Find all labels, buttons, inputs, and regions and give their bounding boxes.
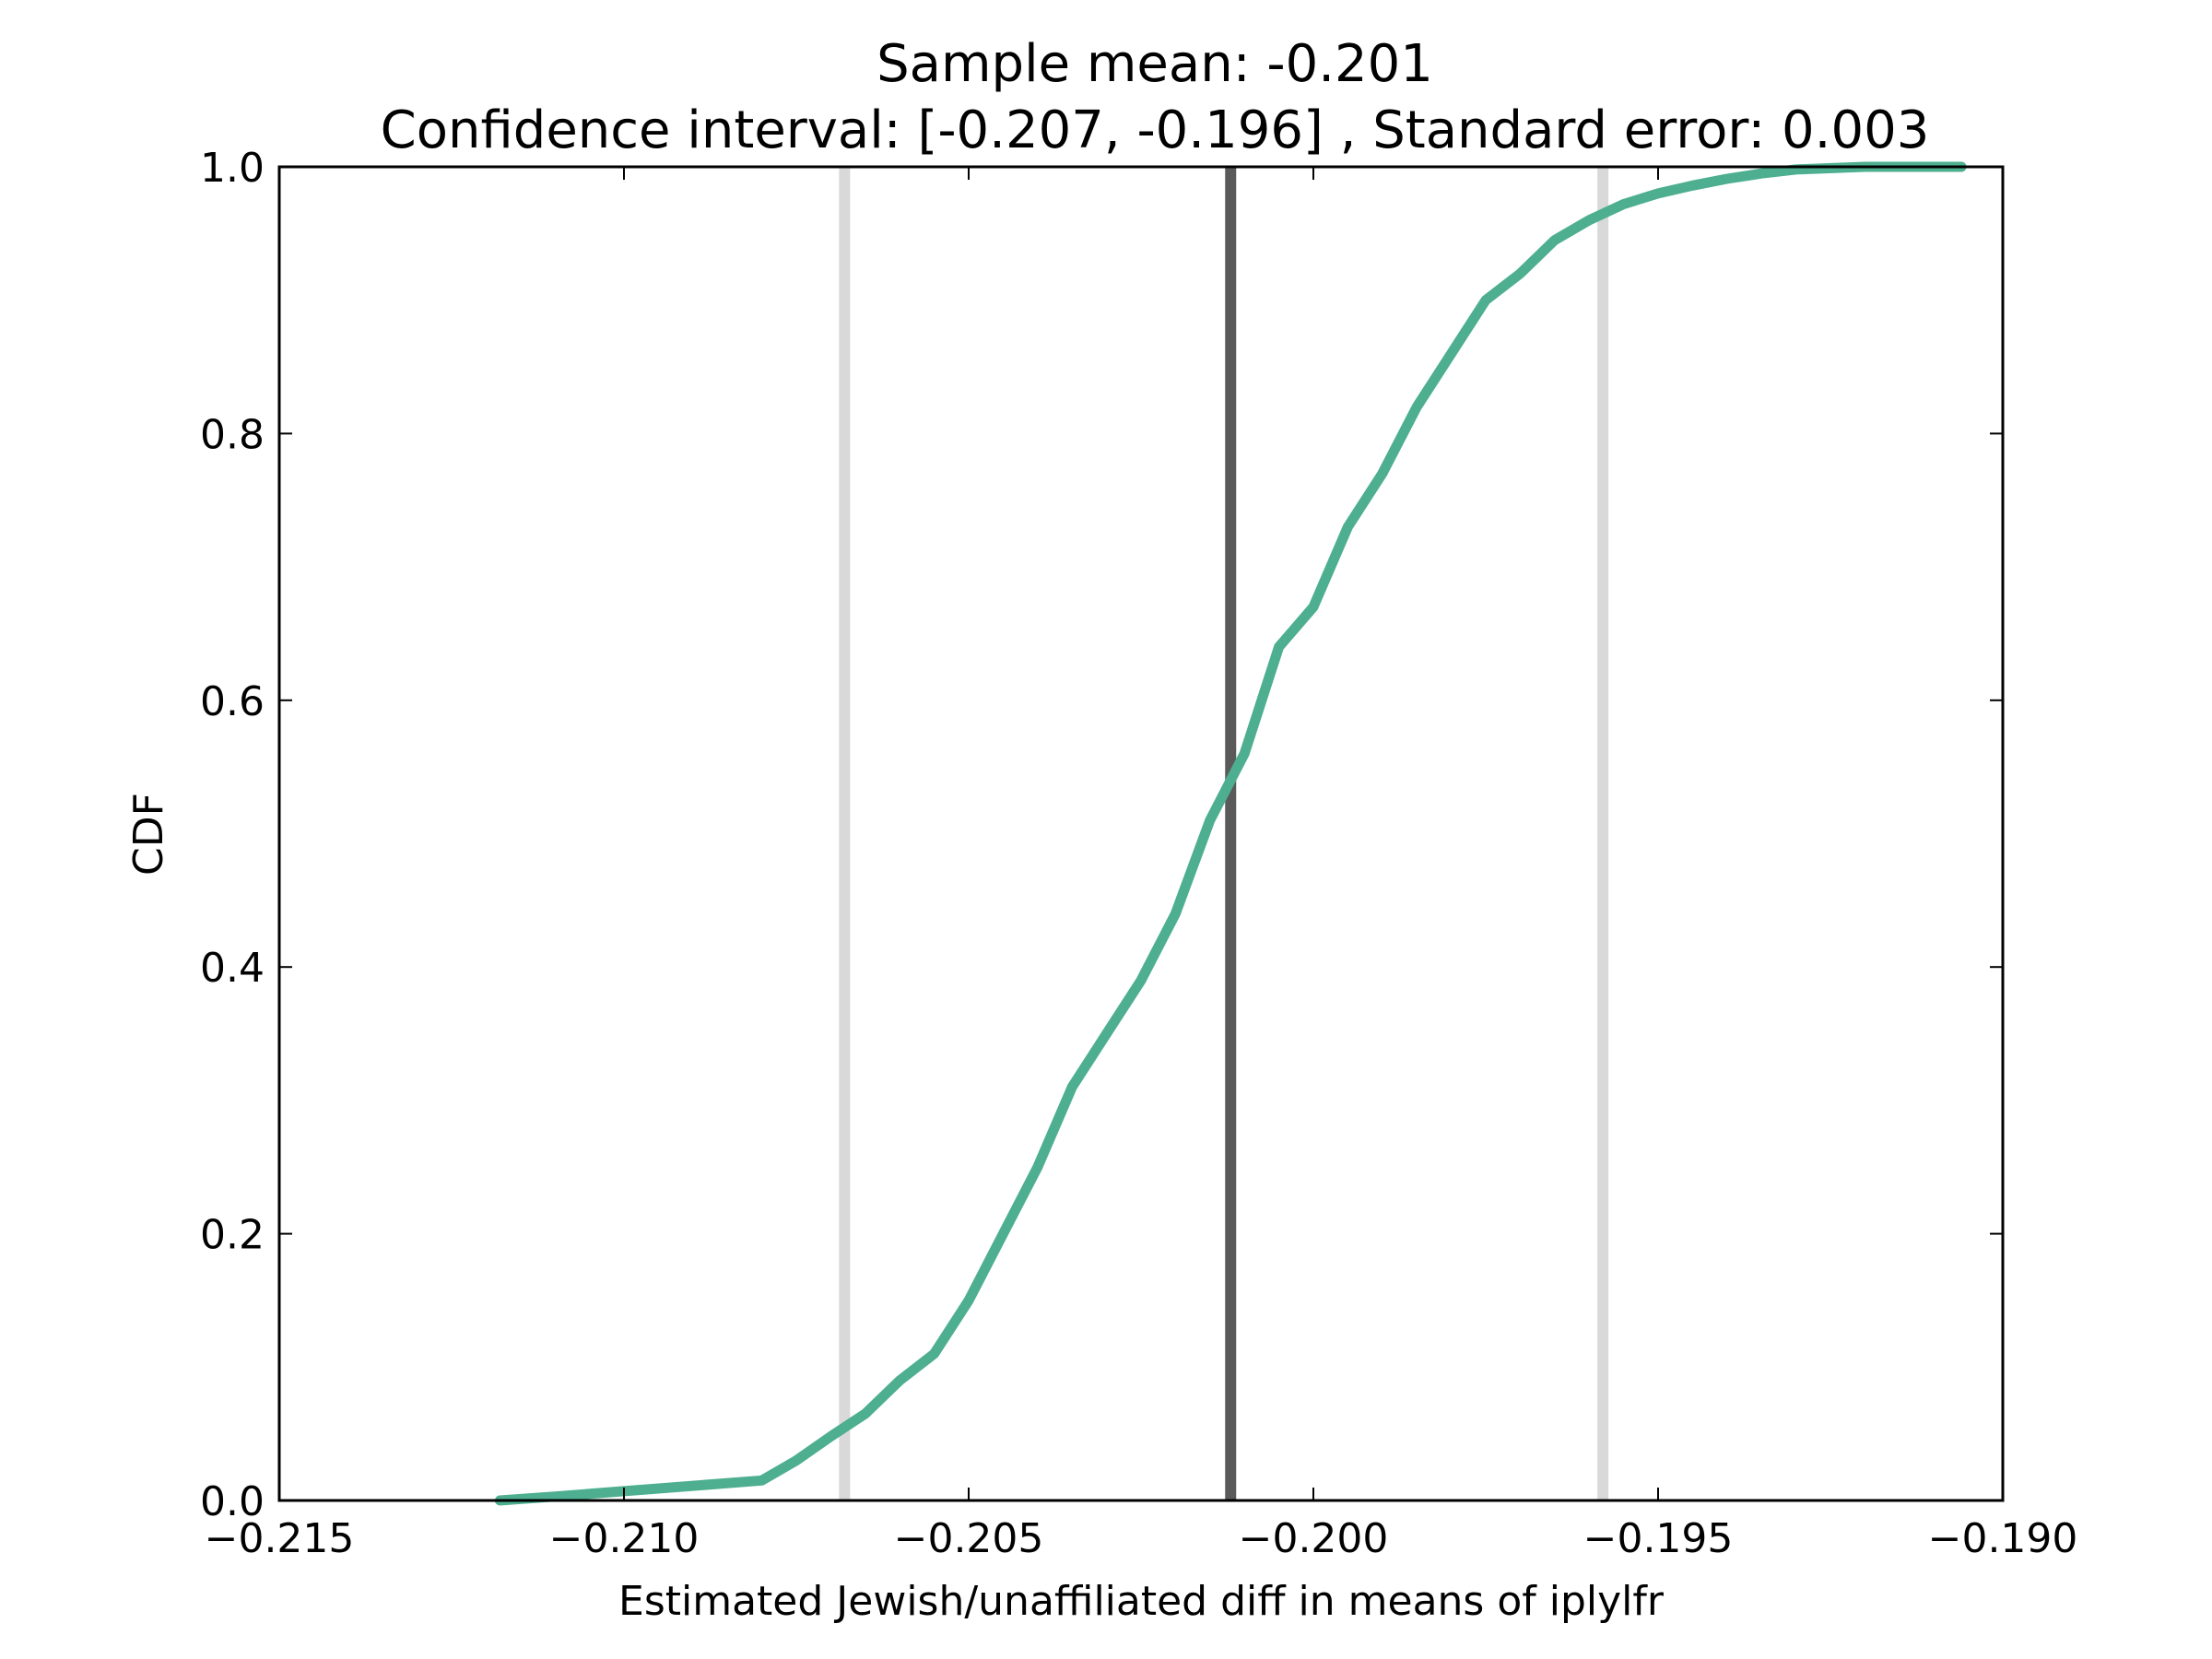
plot-frame [277,165,2005,1502]
x-tick-label-1: −0.210 [549,1515,700,1562]
y-tick-label-1: 0.2 [200,1212,265,1259]
chart-title-line2: Confidence interval: [-0.207, -0.196] , … [381,100,1930,160]
y-axis-label: CDF [125,793,172,876]
y-tick-label-0: 0.0 [200,1478,265,1525]
x-tick-label-3: −0.200 [1239,1515,1389,1562]
cdf-series-line-0 [494,161,1967,1506]
vertical-lines-layer [839,167,1609,1500]
y-tick-label-5: 1.0 [200,145,265,192]
x-axis-label: Estimated Jewish/unaffiliated diff in me… [618,1578,1665,1625]
x-tick-label-0: −0.215 [205,1515,355,1562]
x-tick-label-4: −0.195 [1583,1515,1734,1562]
y-tick-label-3: 0.6 [200,678,265,725]
x-tick-label-2: −0.205 [894,1515,1044,1562]
x-tick-label-5: −0.190 [1928,1515,2078,1562]
ticks-layer: −0.215 −0.210 −0.205 −0.200 −0.195 −0.190 0.0 0… [200,145,2077,1562]
y-tick-label-2: 0.4 [200,945,265,992]
chart-title-line1: Sample mean: -0.201 [877,34,1433,94]
series-layer [494,161,1967,1506]
y-tick-label-4: 0.8 [200,411,265,458]
